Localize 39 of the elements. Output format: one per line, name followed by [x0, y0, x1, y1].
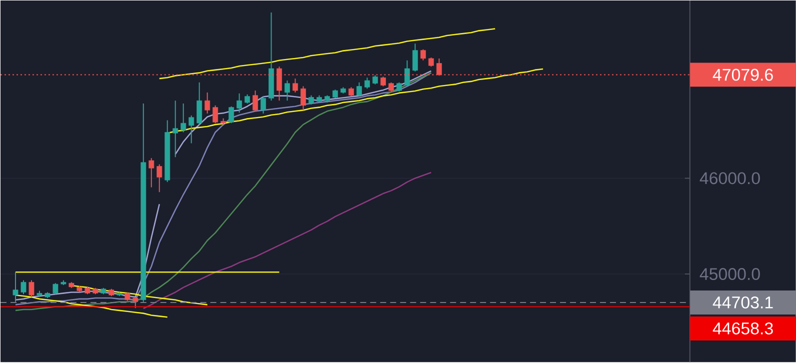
candlestick	[228, 106, 234, 124]
candlestick	[292, 78, 298, 94]
candlestick	[300, 86, 306, 111]
candlestick	[396, 82, 402, 92]
ref-line-label: 44703.1	[712, 296, 773, 309]
candlestick	[28, 280, 34, 298]
candlestick	[404, 60, 410, 87]
ref-line-label: 47079.6	[712, 68, 773, 81]
ref-line-label: 44658.3	[712, 322, 773, 335]
candlestick	[252, 90, 258, 112]
candlestick	[412, 43, 418, 72]
candlestick	[132, 296, 138, 309]
candlestick	[20, 280, 26, 295]
candlestick	[364, 77, 370, 90]
candlestick	[236, 93, 242, 114]
candlestick	[212, 105, 218, 124]
candlestick	[196, 82, 202, 126]
candlestick	[428, 57, 434, 68]
candlestick	[420, 49, 426, 62]
candlestick	[172, 100, 178, 158]
candlestick	[12, 272, 18, 302]
candlestick	[156, 164, 162, 193]
y-tick-label: 45000.0	[700, 268, 760, 280]
candlestick	[348, 86, 354, 97]
candlestick	[180, 103, 186, 133]
candlestick	[260, 96, 266, 114]
candlestick	[380, 76, 386, 87]
candlestick	[356, 82, 362, 97]
candlestick	[188, 115, 194, 144]
y-tick-label: 46000.0	[700, 172, 760, 184]
candlestick	[148, 158, 154, 188]
line-series	[158, 28, 496, 80]
candlestick	[204, 92, 210, 114]
candlestick	[284, 80, 290, 102]
candlestick	[244, 94, 250, 104]
candlestick	[372, 74, 378, 85]
candlestick	[52, 282, 58, 295]
candlestick	[388, 82, 394, 94]
candlestick	[308, 95, 314, 106]
